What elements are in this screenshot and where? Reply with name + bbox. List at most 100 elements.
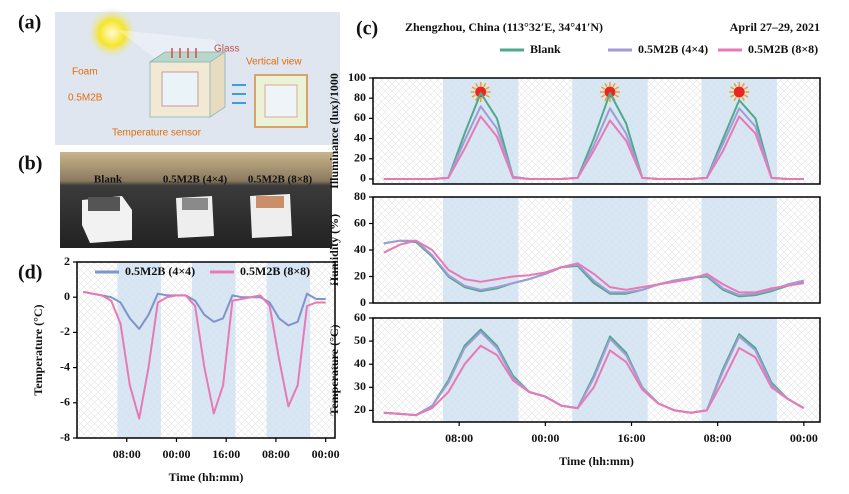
x-tick-label: 00:00 [790, 431, 818, 445]
sun-ray [485, 94, 490, 98]
sun-ray [741, 82, 745, 88]
schematic-label: Temperature sensor [112, 128, 202, 139]
schematic-label: Glass [214, 44, 240, 55]
y-tick-label: 20 [354, 151, 366, 165]
daytime-band [572, 318, 648, 422]
y-tick-label: 60 [354, 110, 366, 124]
sun-ray [730, 94, 735, 98]
photo-label: 0.5M2B (8×8) [248, 174, 313, 186]
panel-label: (c) [356, 18, 378, 40]
legend-label: 0.5M2B (4×4) [125, 264, 195, 278]
photo-label: 0.5M2B (4×4) [163, 174, 228, 186]
y-tick-label: 0 [360, 295, 366, 309]
sun-ray [600, 86, 606, 90]
plot-frame [76, 261, 336, 439]
schematic: Glass Foam 0.5M2B Temperature sensor Ver… [55, 7, 340, 145]
location: Zhengzhou, China (113°32′E, 34°41′N) [405, 20, 603, 34]
y-tick-label: -2 [60, 324, 70, 338]
series-line [383, 105, 804, 180]
y-tick-label: 20 [354, 402, 366, 416]
schematic-label: Vertical view [246, 57, 302, 68]
y-tick-label: 0 [64, 289, 70, 303]
daytime-band [443, 197, 519, 303]
sun-ray [475, 82, 479, 88]
legend-label: 0.5M2B (4×4) [638, 42, 708, 56]
daytime-band [266, 262, 311, 438]
legend-label: 0.5M2B (8×8) [240, 264, 310, 278]
y-tick-label: 0 [360, 171, 366, 185]
series-line [383, 344, 805, 417]
x-tick-label: 00:00 [312, 447, 340, 461]
plot-frame [372, 77, 821, 185]
daytime-band [701, 197, 777, 303]
y-tick-label: 60 [354, 215, 366, 229]
sun-ray [612, 82, 616, 88]
y-tick-label: -8 [60, 430, 70, 444]
sun-ray [485, 86, 490, 90]
sun-ray [604, 82, 608, 88]
photo-label: Blank [94, 174, 123, 186]
x-axis-label: Time (hh:mm) [559, 454, 634, 468]
y-tick-label: 100 [348, 70, 366, 84]
x-tick-label: 08:00 [445, 431, 473, 445]
y-tick-label: 80 [354, 90, 366, 104]
series-line [83, 290, 326, 330]
date: April 27–29, 2021 [730, 20, 820, 34]
series-line [383, 239, 805, 297]
photo: Blank 0.5M2B (4×4) 0.5M2B (8×8) [60, 152, 332, 248]
sun-ray [471, 94, 476, 98]
sun-ray [614, 86, 619, 90]
x-tick-label: 16:00 [212, 447, 240, 461]
sun-ray [744, 86, 749, 90]
y-tick-label: 20 [354, 268, 366, 282]
y-tick-label: 2 [64, 254, 70, 268]
series-line [383, 239, 804, 294]
y-tick-label: 60 [354, 310, 366, 324]
sun-ray [483, 82, 487, 88]
sun-ray [600, 94, 606, 98]
sun-ray [475, 96, 479, 102]
x-tick-label: 00:00 [162, 447, 190, 461]
sun-icon [604, 86, 616, 98]
y-tick-label: 40 [354, 242, 366, 256]
sun-ray [730, 86, 735, 90]
y-axis-label: Illuminance (lux)/1000 [327, 73, 341, 189]
x-tick-label: 08:00 [262, 447, 290, 461]
sun-ray [471, 86, 476, 90]
sun-ray [744, 94, 749, 98]
panel-label: (b) [18, 153, 42, 175]
sun-icon [475, 86, 487, 98]
x-axis-label: Time (hh:mm) [169, 470, 244, 484]
sun-ray [733, 82, 737, 88]
plot-frame [372, 196, 821, 304]
x-tick-label: 00:00 [531, 431, 559, 445]
schematic-label: 0.5M2B [68, 93, 103, 104]
y-tick-label: 80 [354, 189, 366, 203]
sun-ray [741, 96, 745, 102]
y-axis-label: Temperature (°C) [31, 304, 45, 395]
daytime-band [572, 197, 648, 303]
series-line [383, 115, 804, 180]
sun-ray [733, 96, 737, 102]
series-line [83, 290, 326, 420]
legend-label: 0.5M2B (8×8) [748, 42, 818, 56]
sun-icon [733, 86, 745, 98]
sun-ray [614, 94, 619, 98]
panel-label: (d) [18, 262, 42, 284]
schematic-label: Foam [72, 67, 98, 78]
series-line [383, 330, 805, 417]
x-tick-label: 08:00 [113, 447, 141, 461]
y-tick-label: -6 [60, 395, 70, 409]
y-tick-label: 50 [354, 333, 366, 347]
y-tick-label: -4 [60, 359, 70, 373]
sun-ray [604, 96, 608, 102]
x-tick-label: 08:00 [704, 431, 732, 445]
legend-label: Blank [530, 42, 561, 56]
series-line [383, 239, 805, 298]
x-tick-label: 16:00 [618, 431, 646, 445]
y-tick-label: 40 [354, 356, 366, 370]
plot-frame [372, 317, 821, 423]
y-tick-label: 30 [354, 379, 366, 393]
panel-label: (a) [18, 12, 41, 34]
